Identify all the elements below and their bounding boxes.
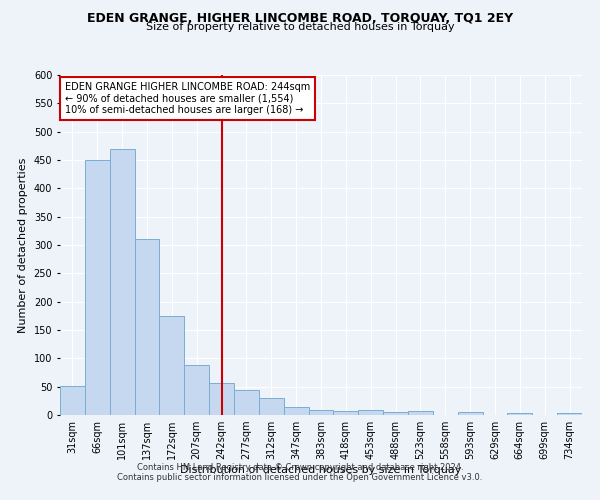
Bar xyxy=(184,365,209,415)
Bar xyxy=(308,410,334,415)
Bar xyxy=(110,148,134,415)
X-axis label: Distribution of detached houses by size in Torquay: Distribution of detached houses by size … xyxy=(181,465,461,475)
Bar xyxy=(334,411,358,415)
Bar xyxy=(408,411,433,415)
Text: EDEN GRANGE, HIGHER LINCOMBE ROAD, TORQUAY, TQ1 2EY: EDEN GRANGE, HIGHER LINCOMBE ROAD, TORQU… xyxy=(87,12,513,26)
Text: Size of property relative to detached houses in Torquay: Size of property relative to detached ho… xyxy=(146,22,454,32)
Bar xyxy=(85,160,110,415)
Bar xyxy=(259,398,284,415)
Bar xyxy=(557,412,582,415)
Bar xyxy=(383,412,408,415)
Text: Contains public sector information licensed under the Open Government Licence v3: Contains public sector information licen… xyxy=(118,474,482,482)
Bar xyxy=(134,240,160,415)
Bar xyxy=(508,414,532,415)
Y-axis label: Number of detached properties: Number of detached properties xyxy=(18,158,28,332)
Bar xyxy=(160,316,184,415)
Bar xyxy=(358,410,383,415)
Bar xyxy=(209,382,234,415)
Text: Contains HM Land Registry data © Crown copyright and database right 2024.: Contains HM Land Registry data © Crown c… xyxy=(137,464,463,472)
Bar xyxy=(234,390,259,415)
Bar xyxy=(60,386,85,415)
Bar xyxy=(458,412,482,415)
Text: EDEN GRANGE HIGHER LINCOMBE ROAD: 244sqm
← 90% of detached houses are smaller (1: EDEN GRANGE HIGHER LINCOMBE ROAD: 244sqm… xyxy=(65,82,310,115)
Bar xyxy=(284,407,308,415)
